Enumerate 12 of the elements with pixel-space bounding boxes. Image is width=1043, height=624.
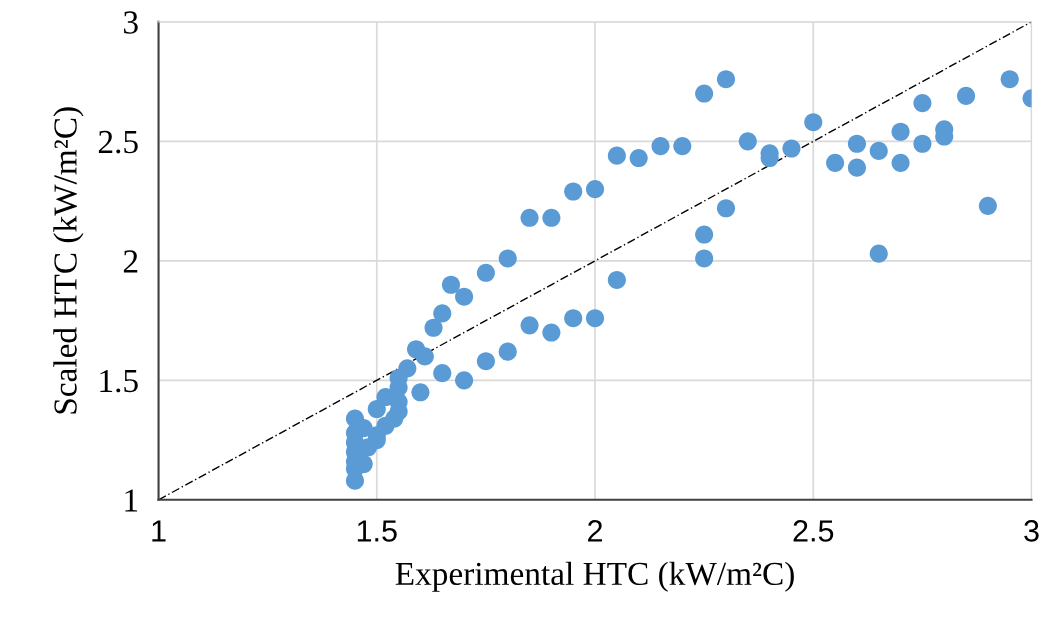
- x-axis-title: Experimental HTC (kW/m²C): [395, 561, 794, 592]
- x-tick-label: 1: [152, 520, 166, 542]
- y-tick-label: 1.5: [100, 369, 138, 393]
- x-tick-label: 3: [1024, 520, 1039, 542]
- x-tick-label: 1.5: [357, 520, 397, 542]
- y-tick-label: 1: [125, 489, 138, 512]
- x-tick-label: 2: [588, 520, 602, 542]
- y-tick-label: 2: [123, 250, 138, 273]
- y-tick-label: 2.5: [98, 130, 138, 154]
- y-tick-label: 3: [124, 11, 138, 34]
- x-tick-label: 2.5: [793, 520, 834, 542]
- y-axis-title: Scaled HTC (kW/m²C): [53, 107, 84, 414]
